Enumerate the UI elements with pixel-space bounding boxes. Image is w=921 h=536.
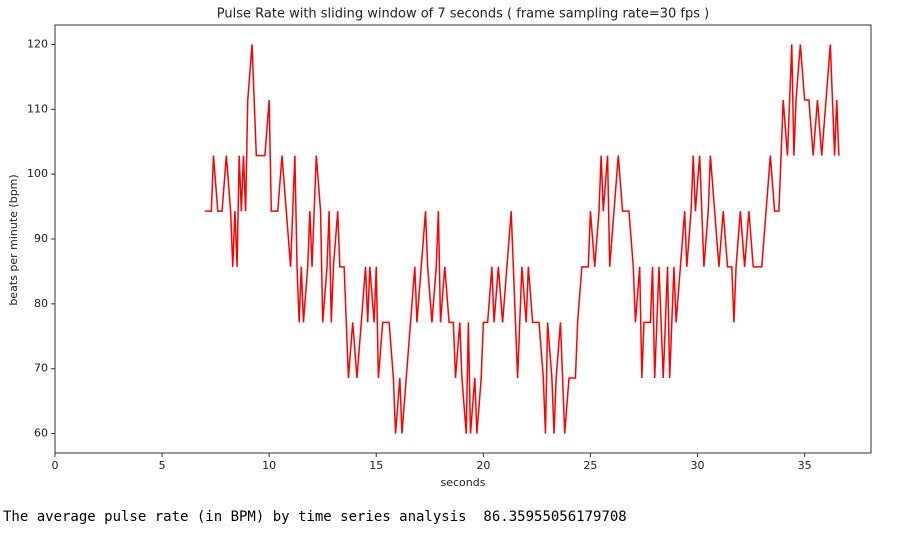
y-tick-label: 110 [27, 102, 48, 115]
y-tick-label: 90 [34, 232, 48, 245]
x-tick-label: 15 [369, 459, 383, 472]
chart: Pulse Rate with sliding window of 7 seco… [7, 7, 872, 489]
x-tick-label: 35 [798, 459, 812, 472]
y-tick-label: 70 [34, 362, 48, 375]
y-tick-label: 60 [34, 427, 48, 440]
y-tick-label: 100 [27, 167, 48, 180]
x-tick-label: 30 [691, 459, 705, 472]
x-axis-label: seconds [441, 476, 486, 489]
x-tick-label: 20 [476, 459, 490, 472]
x-tick-label: 10 [262, 459, 276, 472]
y-axis-label: beats per minute (bpm) [7, 174, 20, 305]
y-tick-label: 120 [27, 37, 48, 50]
x-tick-label: 25 [583, 459, 597, 472]
data-line [204, 44, 840, 434]
x-tick-label: 5 [159, 459, 166, 472]
chart-title: Pulse Rate with sliding window of 7 seco… [217, 7, 709, 22]
x-tick-label: 0 [52, 459, 59, 472]
y-tick-label: 80 [34, 297, 48, 310]
output-text: The average pulse rate (in BPM) by time … [3, 509, 627, 525]
